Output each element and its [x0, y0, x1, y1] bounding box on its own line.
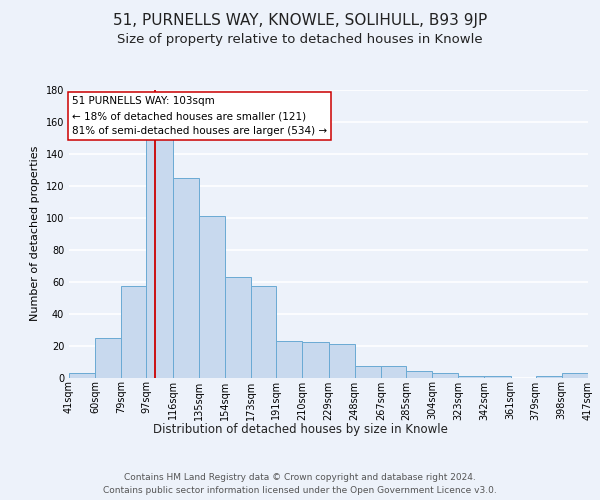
Text: Size of property relative to detached houses in Knowle: Size of property relative to detached ho…: [117, 32, 483, 46]
Bar: [562, 372, 588, 378]
Bar: [225, 277, 251, 378]
Bar: [146, 138, 173, 378]
Bar: [95, 338, 121, 378]
Bar: [329, 344, 355, 378]
Bar: [199, 216, 225, 378]
Bar: [458, 376, 484, 378]
Bar: [355, 366, 381, 378]
Text: Contains HM Land Registry data © Crown copyright and database right 2024.: Contains HM Land Registry data © Crown c…: [124, 472, 476, 482]
Bar: [484, 376, 511, 378]
Bar: [302, 342, 329, 378]
Bar: [536, 376, 562, 378]
Text: Distribution of detached houses by size in Knowle: Distribution of detached houses by size …: [152, 422, 448, 436]
Bar: [406, 371, 432, 378]
Text: 51, PURNELLS WAY, KNOWLE, SOLIHULL, B93 9JP: 51, PURNELLS WAY, KNOWLE, SOLIHULL, B93 …: [113, 12, 487, 28]
Text: 51 PURNELLS WAY: 103sqm
← 18% of detached houses are smaller (121)
81% of semi-d: 51 PURNELLS WAY: 103sqm ← 18% of detache…: [72, 96, 327, 136]
Bar: [432, 372, 458, 378]
Bar: [381, 366, 406, 378]
Bar: [69, 372, 95, 378]
Text: Contains public sector information licensed under the Open Government Licence v3: Contains public sector information licen…: [103, 486, 497, 495]
Y-axis label: Number of detached properties: Number of detached properties: [30, 146, 40, 322]
Bar: [173, 178, 199, 378]
Bar: [251, 286, 276, 378]
Bar: [276, 341, 302, 378]
Bar: [121, 286, 146, 378]
